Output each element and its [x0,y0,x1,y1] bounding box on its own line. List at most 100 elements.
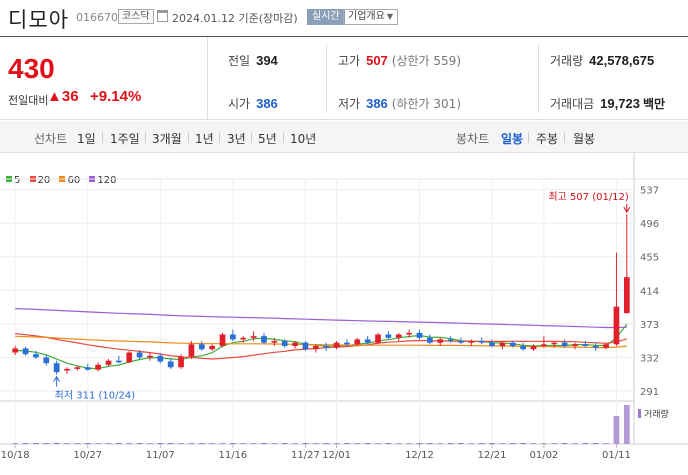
period-3y[interactable]: 3년 [227,132,246,146]
y-tick-label: 414 [640,286,659,297]
candle-body [530,345,537,350]
candle-body [167,361,174,368]
quote-date: 2024.01.12 기준(장마감) [172,12,298,25]
x-tick-label: 11/27 [291,450,320,461]
candle-body [489,342,495,346]
stock-code: 016670 [76,11,118,24]
candle-body [95,364,101,370]
candle-body [499,342,506,346]
divider [188,132,189,143]
x-tick-label: 10/27 [73,450,102,461]
period-1w[interactable]: 1주일 [110,132,140,146]
ma5-line [15,323,628,370]
y-tick-label: 455 [640,253,659,264]
period-5y[interactable]: 5년 [258,132,277,146]
candle-body [64,368,70,371]
volume-bar [312,443,319,444]
candle-body [447,339,454,342]
candle-body [240,337,247,340]
candle-body [53,363,60,373]
candle-body [541,344,547,346]
period-1y[interactable]: 1년 [195,132,214,146]
candle-body [354,339,361,345]
change-amount: ▲36 [47,88,79,105]
period-1d[interactable]: 1일 [77,132,96,146]
period-monthly[interactable]: 월봉 [573,132,596,146]
current-price: 430 [8,53,55,84]
candle-body [115,360,122,363]
volume-bar [499,443,506,444]
period-weekly[interactable]: 주봉 [536,132,559,146]
period-3m[interactable]: 3개월 [152,132,182,146]
candlestick-chart[interactable]: 537 496 455 414 373 332 291 10/18 10/27 11/07 11/1… [0,153,688,475]
min-annotation: 최저 311 (10/24) [55,390,136,402]
legend-label: 60 [67,175,81,186]
candle-body [520,345,527,350]
period-daily[interactable]: 일봉 [501,132,524,146]
volume-bar [240,443,247,444]
candle-body [33,354,39,358]
volume-bar [74,443,81,444]
candle-body [613,306,620,345]
volume-bar [292,443,298,444]
candle-body [509,342,516,346]
candle-body [147,355,153,358]
candle-body [74,367,81,369]
upper-limit: (상한가 559) [391,54,461,68]
candle-body [385,334,392,338]
change-label: 전일대비 [8,94,49,107]
x-tick-label: 10/18 [1,450,30,461]
stat-label: 거래대금 [550,97,595,111]
volume-bar [458,443,464,444]
candle-body [551,342,558,345]
price-summary: 430 전일대비 ▲36 +9.14% 전일 394 시가 386 고가 507 (상한… [0,36,688,120]
volume-legend-swatch [638,409,641,418]
realtime-button[interactable]: 실시간 [307,9,345,25]
divider [528,132,529,143]
period-bar: 선차트 1일 1주일 3개월 1년 3년 5년 10년 봉차트 일봉 주봉 월봉 [0,121,688,153]
candle-body [136,352,143,358]
volume-bar [33,443,39,444]
company-info-dropdown[interactable]: 기업개요 ▼ [343,9,398,25]
volume-bar [364,443,371,444]
candle-body [375,334,381,343]
x-tick-label: 12/21 [478,450,507,461]
x-tick-label: 12/01 [322,450,351,461]
volume-bar [95,443,101,444]
candle-body [333,342,340,348]
candle-body [395,334,402,338]
candle-body [592,345,599,348]
candle-body [292,342,298,346]
x-tick-label: 01/02 [529,450,558,461]
stat-high: 고가 507 (상한가 559) [338,52,461,69]
stat-unit: 백만 [642,97,666,111]
volume-bar [323,443,330,444]
candle-body [603,344,609,348]
candle-body [219,334,226,346]
stock-name: 디모아 [8,8,69,32]
volume-bar [271,443,278,444]
volume-bar [541,443,547,444]
volume-bar [333,443,340,444]
divider [145,132,146,143]
stat-low: 저가 386 (하한가 301) [338,95,461,112]
period-10y[interactable]: 10년 [290,132,317,146]
y-tick-label: 291 [640,387,659,398]
stat-open: 시가 386 [228,95,278,112]
volume-label: 거래량 [644,408,669,420]
volume-bar [385,443,392,444]
volume-bar [375,443,381,444]
volume-bar [22,443,29,444]
x-tick-label: 11/07 [146,450,175,461]
volume-bar [188,442,195,444]
volume-bar [437,443,444,444]
volume-bar [344,443,350,444]
y-tick-label: 373 [640,320,659,331]
divider [102,132,103,143]
stock-header: 디모아 016670 코스닥 2024.01.12 기준(장마감) 실시간 기업… [0,0,688,34]
volume-bar [416,443,423,444]
candle-body [426,337,433,343]
volume-bar [105,443,112,444]
volume-bar [551,443,558,444]
volume-bar [230,443,236,444]
